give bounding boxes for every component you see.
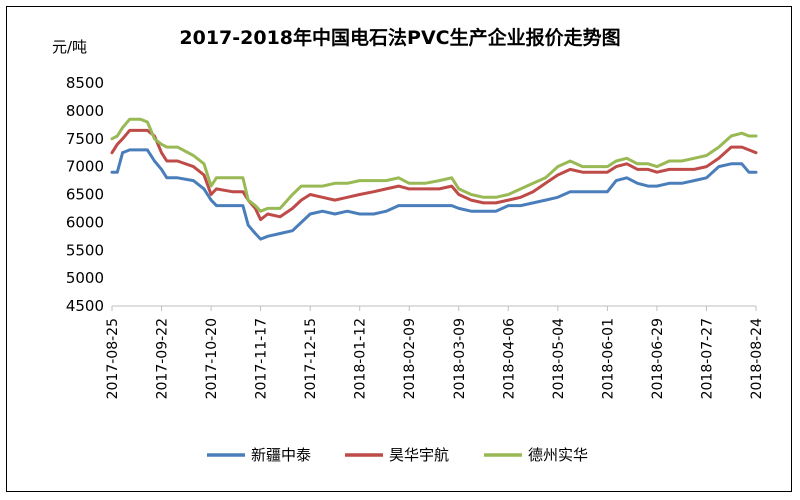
y-tick-label: 7000 [66,158,104,176]
y-tick-label: 8500 [66,74,104,92]
series-lines [110,117,758,241]
y-tick-label: 8000 [66,102,104,120]
legend-label-3: 德州实华 [528,446,588,464]
chart-title: 2017-2018年中国电石法PVC生产企业报价走势图 [179,26,620,49]
x-tick-label: 2018-03-09 [452,318,468,399]
x-tick-label: 2018-02-09 [402,318,418,399]
y-tick-label: 7500 [66,130,104,148]
x-tick-label: 2018-06-01 [600,318,616,399]
y-tick-label: 5000 [66,269,104,287]
series-line-2 [110,128,758,222]
x-tick-label: 2017-11-17 [254,318,270,399]
legend: 新疆中泰 昊华宇航 德州实华 [207,446,588,464]
y-tick-label: 5500 [66,241,104,259]
y-axis-ticks: 4500 5000 5500 6000 6500 7000 7500 8000 8500 [66,74,104,315]
x-tick-label: 2018-05-04 [551,318,567,399]
chart-frame [6,6,792,492]
legend-label-1: 新疆中泰 [251,446,311,464]
x-tick-label: 2018-08-24 [749,318,765,399]
x-axis-ticks: 2017-08-25 2017-09-22 2017-10-20 2017-11-17… [105,306,765,399]
series-line-3 [110,117,758,213]
y-unit-label: 元/吨 [52,38,87,56]
series-line-1 [110,148,758,241]
x-tick-label: 2017-12-15 [303,318,319,399]
y-tick-label: 4500 [66,297,104,315]
x-tick-label: 2018-04-06 [501,318,517,399]
x-tick-label: 2018-07-27 [699,318,715,399]
x-tick-label: 2017-08-25 [105,318,121,399]
x-tick-label: 2018-06-29 [650,318,666,399]
x-tick-label: 2017-10-20 [204,318,220,399]
x-tick-label: 2018-01-12 [353,318,369,399]
legend-label-2: 昊华宇航 [389,446,449,464]
x-tick-label: 2017-09-22 [155,318,171,399]
y-tick-label: 6000 [66,213,104,231]
y-tick-label: 6500 [66,186,104,204]
